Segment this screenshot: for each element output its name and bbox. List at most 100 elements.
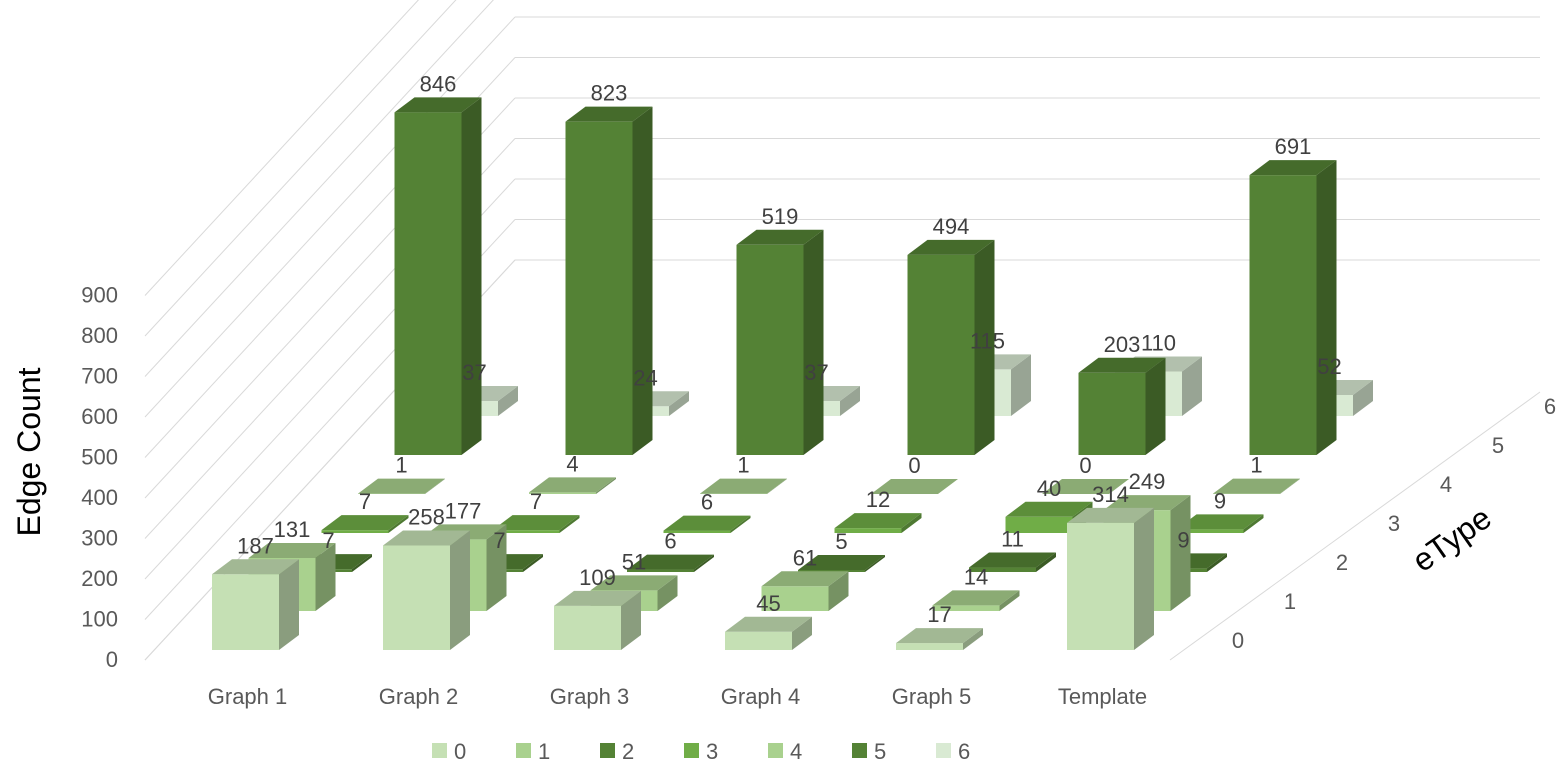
y-tick-label: 400: [81, 485, 118, 510]
bar-side: [523, 554, 543, 572]
data-label: 0: [908, 453, 920, 478]
bar-side: [1011, 354, 1031, 416]
bar: [725, 616, 812, 650]
bar: [1249, 160, 1337, 455]
bar-top: [1067, 507, 1154, 523]
bar-front: [736, 244, 804, 455]
bar-side: [1134, 507, 1154, 650]
bar-front: [761, 586, 829, 611]
bar-top: [394, 97, 482, 113]
y-tick-label: 0: [106, 647, 118, 672]
bar: [321, 515, 409, 533]
bar: [932, 590, 1020, 611]
data-label: 14: [964, 564, 988, 589]
data-label: 7: [322, 528, 334, 553]
y-tick-label: 100: [81, 607, 118, 632]
bar-side: [767, 478, 787, 494]
bar-top: [529, 477, 616, 493]
bar-side: [1316, 160, 1337, 455]
bar-top: [248, 542, 336, 558]
bar-front: [1067, 522, 1134, 650]
depth-tick-label: 4: [1440, 472, 1452, 497]
legend-label: 0: [454, 739, 466, 764]
bar-top: [1078, 357, 1166, 373]
bar-front: [321, 530, 389, 533]
bar-side: [450, 530, 470, 650]
data-label: 131: [274, 517, 311, 542]
data-label: 1: [737, 453, 749, 478]
bar-side: [486, 524, 507, 611]
data-label: 51: [622, 549, 646, 574]
bar-top: [358, 478, 445, 494]
bar-top: [554, 590, 641, 606]
legend-swatch: [432, 743, 447, 758]
bar: [565, 106, 653, 455]
legend-swatch: [852, 743, 867, 758]
depth-tick-label: 2: [1336, 550, 1348, 575]
gridline-side: [144, 0, 494, 377]
gridline-side: [144, 16, 516, 418]
bar: [627, 554, 714, 572]
bar: [736, 229, 824, 455]
bar-side: [657, 575, 678, 611]
bar-side: [974, 239, 995, 455]
y-tick-label: 800: [81, 323, 118, 348]
data-label: 52: [1317, 354, 1341, 379]
bar: [1078, 357, 1166, 455]
data-label: 61: [793, 545, 817, 570]
bar-side: [730, 515, 751, 533]
bar-top: [212, 559, 299, 575]
bar-front: [627, 569, 694, 572]
data-label: 823: [591, 81, 628, 106]
x-tick-label: Graph 5: [892, 684, 972, 709]
bar-side: [621, 590, 641, 650]
bar: [834, 513, 922, 533]
bar-top: [1176, 514, 1264, 530]
bar-top: [871, 479, 958, 494]
depth-axis-title: eType: [1406, 499, 1498, 578]
x-tick-label: Graph 1: [208, 684, 288, 709]
bar-top: [1249, 160, 1337, 176]
bar: [798, 554, 885, 572]
bar-front: [554, 605, 621, 650]
bar-side: [632, 106, 653, 455]
data-label: 115: [970, 328, 1005, 353]
bar-front: [896, 643, 963, 650]
data-label: 109: [579, 565, 616, 590]
bar-top: [725, 616, 812, 632]
bar-side: [596, 477, 616, 494]
bar-top: [663, 515, 751, 531]
bar-front: [798, 569, 865, 572]
bar: [969, 552, 1056, 572]
legend-swatch: [516, 743, 531, 758]
bar-top: [383, 530, 470, 546]
data-label: 1: [395, 453, 407, 478]
depth-tick-label: 1: [1284, 589, 1296, 614]
y-tick-label: 900: [81, 283, 118, 308]
gridline-side: [144, 0, 457, 337]
data-label: 37: [462, 360, 486, 385]
bar-side: [999, 590, 1020, 611]
data-label: 846: [420, 71, 457, 96]
bar-front: [1249, 175, 1317, 455]
bar-front: [907, 254, 975, 455]
bar-top: [321, 515, 409, 531]
bar-top: [1213, 478, 1300, 494]
legend-swatch: [768, 743, 783, 758]
bar-top: [736, 229, 824, 245]
depth-tick-label: 5: [1492, 433, 1504, 458]
bar-side: [1036, 552, 1056, 572]
data-label: 7: [493, 528, 505, 553]
bar-front: [969, 567, 1036, 572]
bar: [663, 515, 751, 533]
bar-side: [352, 554, 372, 572]
legend-label: 4: [790, 739, 802, 764]
bar-side: [803, 229, 824, 455]
bar-side: [388, 515, 409, 533]
bar-side: [840, 386, 860, 416]
data-label: 249: [1129, 469, 1166, 494]
y-tick-label: 500: [81, 445, 118, 470]
bar: [1213, 478, 1300, 494]
data-label: 691: [1275, 134, 1312, 159]
